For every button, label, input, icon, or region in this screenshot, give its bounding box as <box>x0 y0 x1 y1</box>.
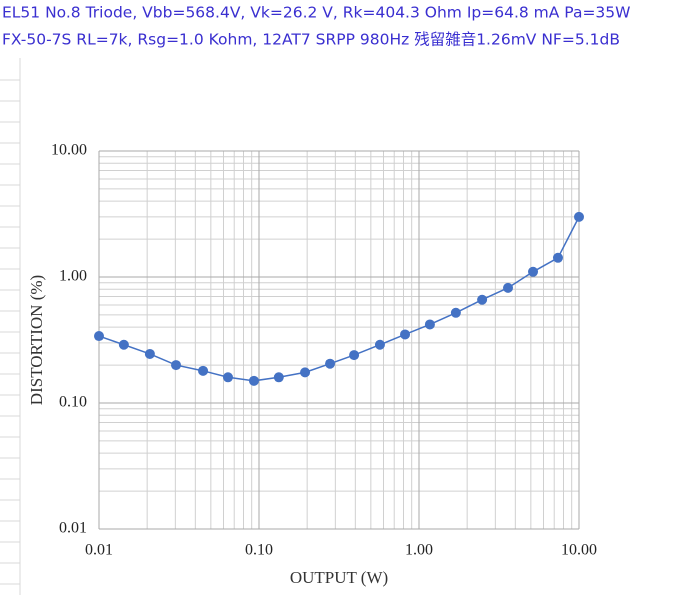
y-tick-label: 0.10 <box>59 394 87 411</box>
data-point <box>552 252 563 263</box>
data-point <box>144 348 155 359</box>
title-line: EL51 No.8 Triode, Vbb=568.4V, Vk=26.2 V,… <box>2 4 630 22</box>
x-tick-label: 0.10 <box>245 542 273 559</box>
data-point <box>94 331 104 342</box>
data-point <box>424 319 435 330</box>
data-point <box>300 367 311 378</box>
x-tick-label: 1.00 <box>405 542 433 559</box>
x-axis-label: OUTPUT (W) <box>290 568 388 587</box>
data-point <box>248 375 259 386</box>
series-line <box>98 216 580 382</box>
sheet-lines <box>0 58 21 595</box>
data-point <box>450 307 461 318</box>
data-point <box>198 365 209 376</box>
data-point <box>503 282 514 293</box>
y-tick-label: 10.00 <box>51 142 87 159</box>
data-point <box>222 372 233 383</box>
x-tick-label: 10.00 <box>561 542 597 559</box>
y-axis-label: DISTORTION (%) <box>27 275 46 405</box>
data-point <box>273 372 284 383</box>
title-line: FX-50-7S RL=7k, Rsg=1.0 Kohm, 12AT7 SRPP… <box>2 31 620 49</box>
data-point <box>374 339 385 350</box>
data-point <box>118 339 129 350</box>
data-point <box>349 350 360 361</box>
data-point <box>477 294 488 305</box>
data-point <box>171 360 182 371</box>
data-point <box>325 358 336 369</box>
y-tick-label: 1.00 <box>59 268 87 285</box>
y-tick-label: 0.01 <box>59 520 87 537</box>
data-point <box>528 266 539 277</box>
data-point <box>400 329 411 340</box>
x-tick-label: 0.01 <box>85 542 113 559</box>
data-point <box>574 211 584 222</box>
